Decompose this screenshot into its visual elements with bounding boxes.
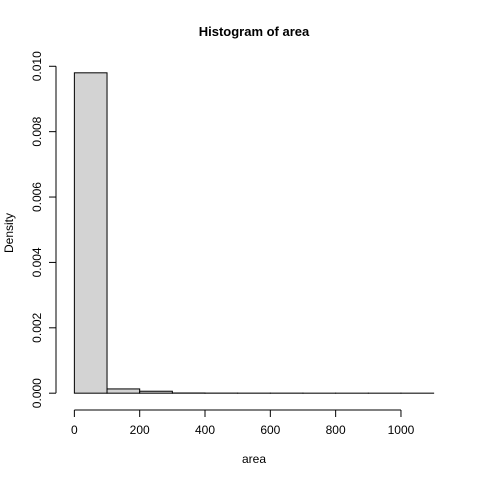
histogram-bar (73, 72, 108, 394)
y-tick-label: 0.008 (30, 116, 44, 146)
y-axis: 0.000 0.002 0.004 0.006 0.008 0.010 (30, 51, 57, 408)
x-tick-label: 800 (326, 423, 346, 437)
x-tick-label: 600 (260, 423, 280, 437)
y-tick-label: 0.002 (30, 312, 44, 342)
x-tick-label: 200 (130, 423, 150, 437)
x-axis: 0 200 400 600 800 1000 (71, 409, 415, 437)
x-tick-label: 0 (71, 423, 78, 437)
x-tick-label: 1000 (388, 423, 415, 437)
bars-group (73, 72, 435, 394)
histogram-bar (106, 388, 141, 394)
y-tick-label: 0.000 (30, 378, 44, 408)
y-tick-label: 0.004 (30, 247, 44, 277)
y-tick-label: 0.010 (30, 51, 44, 81)
histogram-bar (139, 390, 173, 394)
x-tick-label: 400 (195, 423, 215, 437)
y-axis-label: Density (2, 213, 16, 253)
chart-title: Histogram of area (199, 24, 310, 39)
x-axis-label: area (242, 452, 266, 466)
y-tick-label: 0.006 (30, 182, 44, 212)
